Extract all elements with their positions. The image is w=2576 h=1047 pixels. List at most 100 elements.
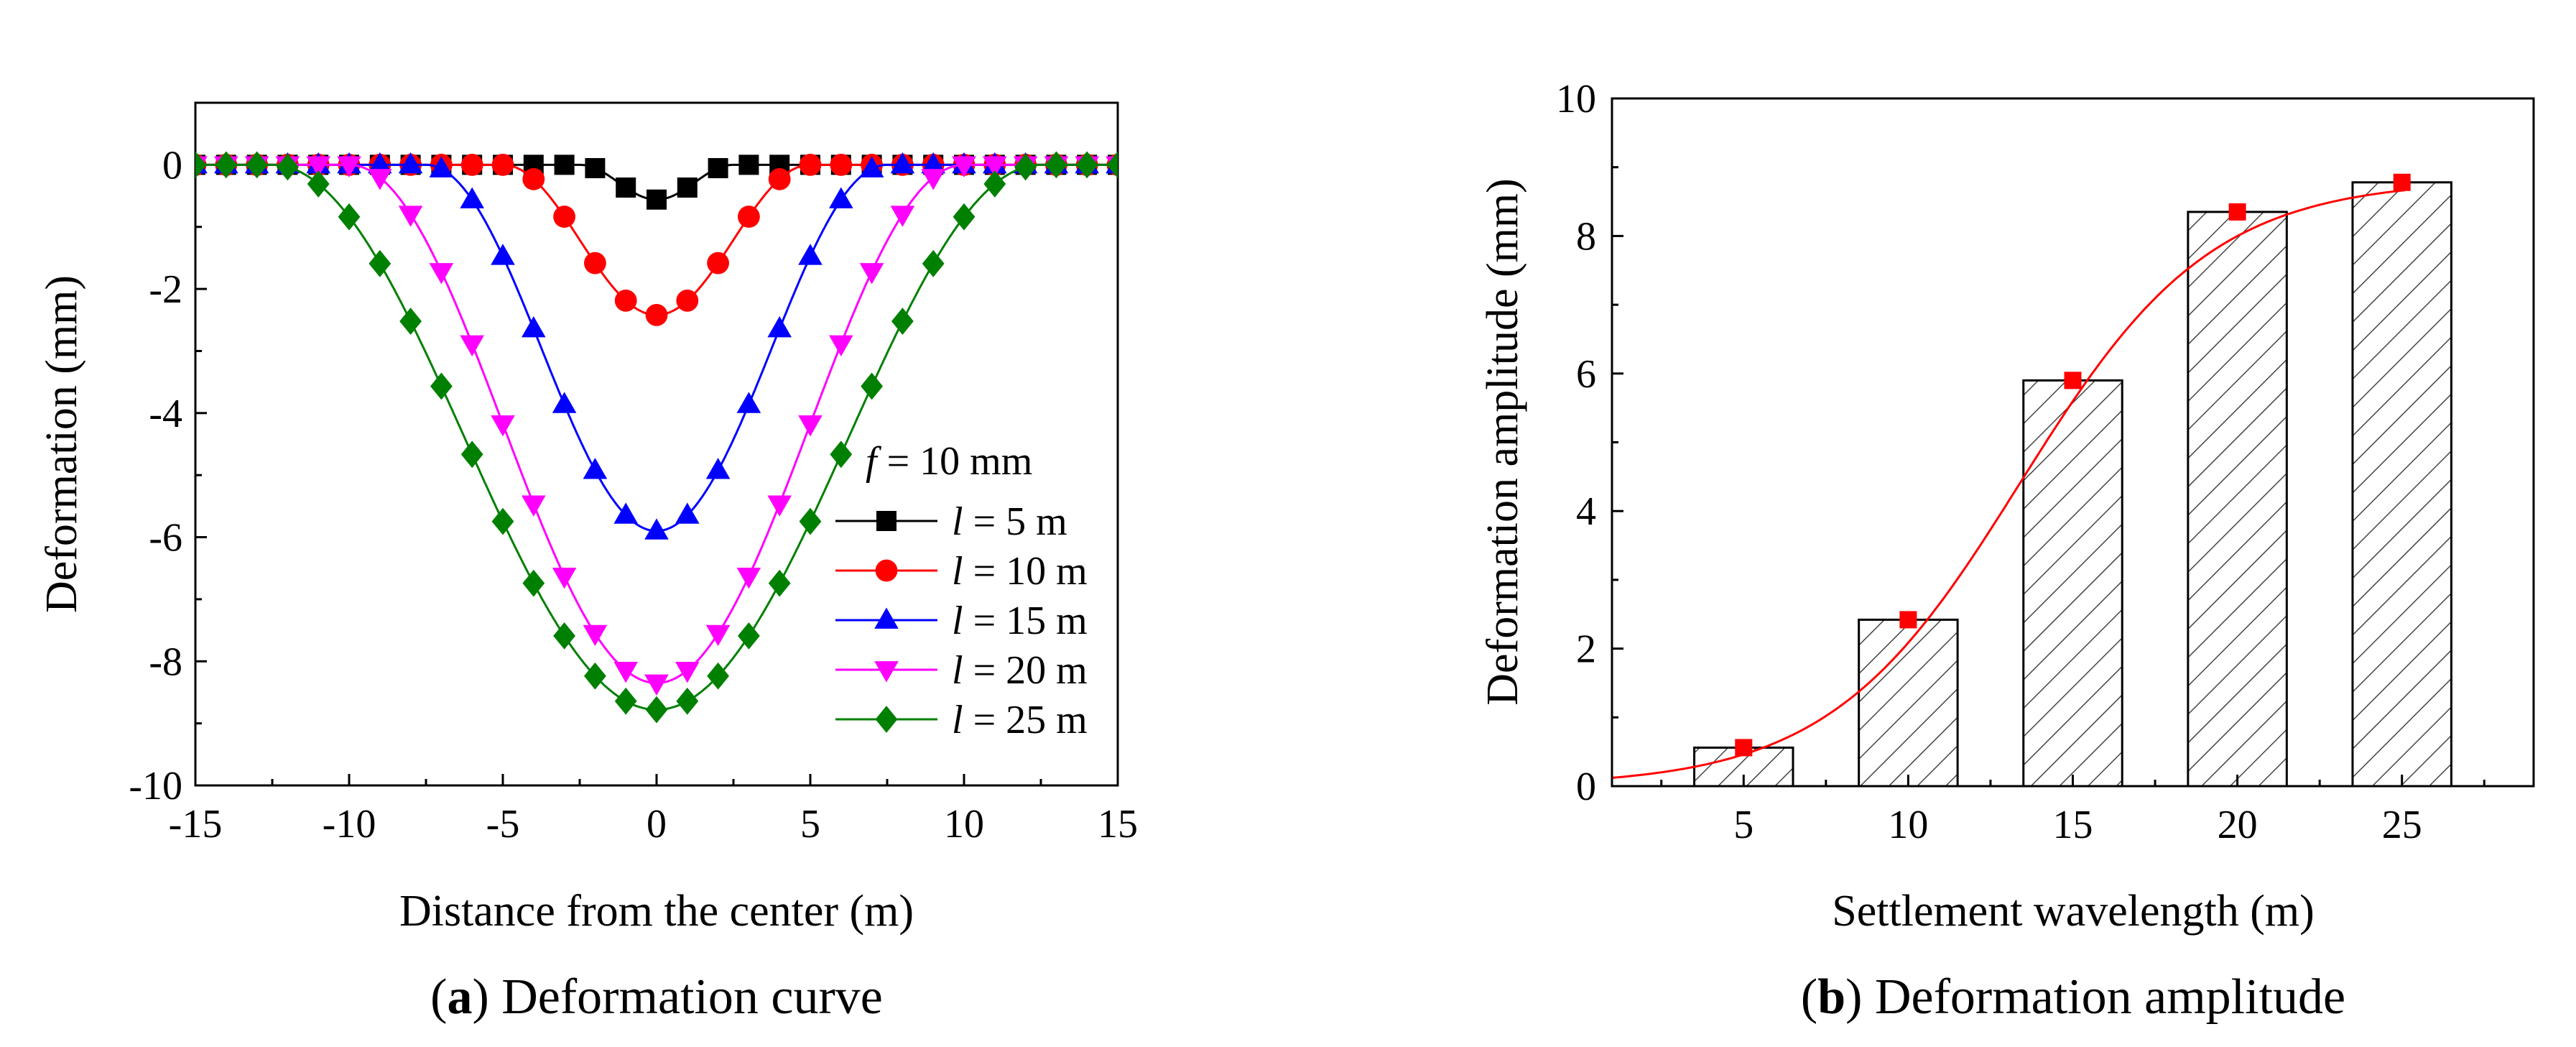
- data-point: [676, 290, 699, 312]
- data-point: [491, 244, 515, 265]
- data-point: [613, 661, 638, 683]
- data-point: [369, 249, 392, 277]
- y-tick-label: 10: [1556, 77, 1596, 121]
- data-point: [554, 154, 575, 175]
- y-tick-label: 8: [1576, 214, 1596, 259]
- data-point: [553, 622, 575, 650]
- panel-a-x-axis-title: Distance from the center (m): [399, 887, 914, 936]
- bar-10: [1858, 618, 1959, 788]
- data-point: [644, 674, 669, 696]
- legend-item-15m: l = 15 m: [835, 599, 1088, 643]
- legend-title: f = 10 mm: [866, 439, 1032, 484]
- data-point: [859, 156, 884, 177]
- panel-a-ticks: [194, 101, 1119, 787]
- y-tick-label: -10: [129, 764, 182, 808]
- data-point: [215, 151, 238, 179]
- legend-label: l = 10 m: [952, 549, 1088, 594]
- legend-marker: [874, 661, 899, 683]
- data-point: [522, 167, 545, 190]
- legend-label-text: = 25 m: [963, 698, 1088, 742]
- x-tick-label: 15: [2053, 803, 2093, 847]
- legend-label-variable: l: [952, 698, 963, 742]
- data-point: [799, 153, 822, 176]
- data-point: [675, 661, 700, 683]
- data-point: [491, 415, 515, 437]
- x-tick-label: 5: [1733, 803, 1753, 847]
- fit-point-10: [1899, 611, 1917, 629]
- data-point: [1014, 153, 1037, 181]
- data-point: [829, 187, 853, 208]
- data-point: [736, 567, 761, 589]
- y-tick-label: -4: [149, 392, 182, 436]
- data-point: [1106, 151, 1118, 179]
- data-point: [398, 206, 423, 227]
- data-point: [338, 203, 361, 231]
- x-tick-label: 15: [1098, 802, 1138, 847]
- data-point: [798, 244, 823, 265]
- series-10m: [195, 153, 1118, 326]
- data-point: [922, 249, 945, 277]
- legend-marker: [875, 559, 898, 582]
- bar-15: [2022, 379, 2123, 788]
- x-tick-label: 20: [2218, 803, 2258, 847]
- legend-label-text: = 5 m: [963, 499, 1067, 544]
- data-point: [460, 441, 483, 469]
- data-point: [460, 187, 484, 208]
- data-point: [1075, 151, 1098, 179]
- panel-b-x-axis-title: Settlement wavelength (m): [1832, 887, 2314, 936]
- legend-label-text: = 10 m: [963, 549, 1088, 594]
- data-point: [398, 152, 423, 174]
- legend-marker: [875, 706, 898, 733]
- data-point: [952, 156, 976, 177]
- legend-items: l = 5 ml = 10 ml = 15 ml = 20 ml = 25 m: [835, 499, 1088, 742]
- data-point: [767, 495, 792, 517]
- legend-label: l = 15 m: [952, 599, 1088, 643]
- data-point: [337, 156, 361, 177]
- panel-b-y-axis-title: Deformation amplitude (mm): [1478, 178, 1527, 705]
- data-point: [552, 567, 577, 589]
- data-point: [460, 153, 483, 176]
- data-point: [645, 696, 668, 724]
- legend-label: l = 20 m: [952, 648, 1088, 693]
- x-tick-label: 0: [647, 802, 667, 847]
- bar-25: [2351, 181, 2452, 788]
- panel-a-series: [195, 151, 1118, 724]
- data-point: [675, 502, 700, 524]
- legend-item-20m: l = 20 m: [835, 648, 1088, 693]
- panel-a-caption-text: Deformation curve: [501, 969, 883, 1025]
- data-point: [585, 157, 606, 178]
- data-point: [584, 662, 606, 690]
- data-point: [522, 495, 546, 517]
- y-tick-label: -8: [149, 640, 182, 684]
- data-point: [738, 206, 760, 228]
- legend-label-variable: l: [952, 648, 963, 693]
- y-tick-label: 4: [1576, 489, 1596, 534]
- data-point: [798, 415, 823, 437]
- data-point: [399, 308, 422, 335]
- fit-point-25: [2393, 173, 2411, 191]
- x-tick-label: 10: [944, 802, 984, 847]
- data-point: [368, 152, 392, 174]
- data-point: [491, 153, 514, 176]
- panel-b-deformation-amplitude: 5 10 15 20 25 0 2 4 6 8 10 Settlement wavelength (…: [1478, 77, 2535, 1025]
- data-point: [616, 177, 636, 198]
- legend-marker: [874, 607, 899, 629]
- data-point: [613, 502, 638, 524]
- legend-label-variable: l: [952, 549, 963, 594]
- data-point: [277, 153, 299, 181]
- legend-marker: [876, 511, 896, 531]
- data-point: [891, 308, 914, 335]
- panel-b-fit-curve: [1612, 173, 2411, 779]
- data-point: [921, 152, 945, 174]
- legend-item-5m: l = 5 m: [835, 499, 1067, 544]
- data-point: [768, 167, 791, 190]
- data-point: [983, 156, 1007, 177]
- data-point: [430, 372, 453, 400]
- x-tick-label: -10: [323, 802, 376, 847]
- data-point: [736, 392, 761, 413]
- data-point: [306, 156, 330, 177]
- data-point: [705, 458, 731, 479]
- fit-point-15: [2064, 372, 2082, 389]
- data-point: [460, 335, 484, 357]
